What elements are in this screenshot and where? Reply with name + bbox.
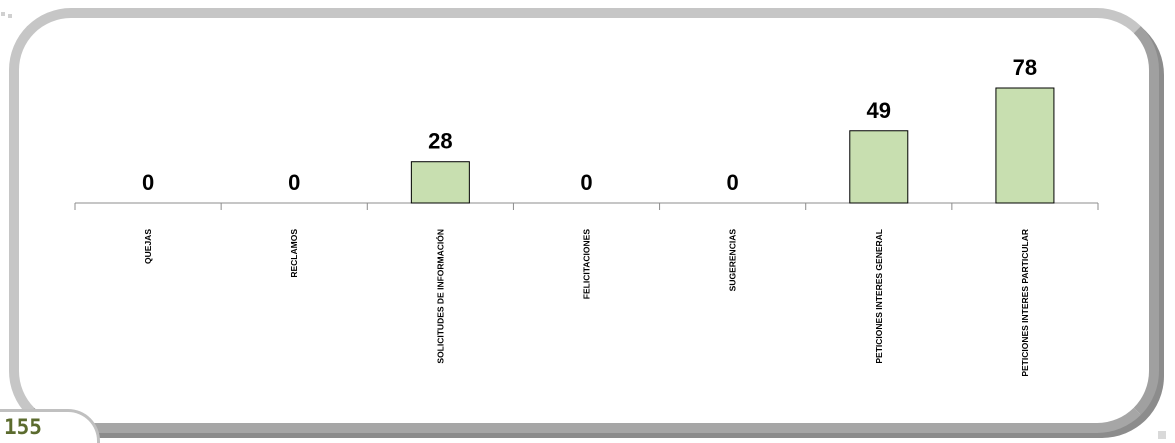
bar bbox=[410, 161, 470, 204]
data-label: 0 bbox=[727, 170, 739, 195]
page-number: 155 bbox=[4, 415, 42, 439]
category-label: QUEJAS bbox=[143, 229, 153, 264]
category-label: PETICIONES INTERES PARTICULAR bbox=[1020, 229, 1030, 377]
corner-dots bbox=[1, 12, 12, 18]
category-label: SUGERENCIAS bbox=[728, 229, 738, 292]
data-label: 0 bbox=[288, 170, 300, 195]
data-label: 0 bbox=[580, 170, 592, 195]
chart-frame bbox=[9, 8, 1159, 433]
bar bbox=[995, 87, 1055, 204]
data-label: 0 bbox=[142, 170, 154, 195]
data-label: 49 bbox=[867, 98, 891, 123]
category-label: FELICITACIONES bbox=[582, 229, 592, 300]
category-label: RECLAMOS bbox=[289, 229, 299, 278]
bar bbox=[849, 130, 909, 204]
data-label: 28 bbox=[428, 129, 452, 154]
data-label: 78 bbox=[1013, 55, 1037, 80]
category-label: SOLICITUDES DE INFORMACIÓN bbox=[434, 229, 445, 364]
category-label: PETICIONES INTERES GENERAL bbox=[874, 229, 884, 364]
corner-mark bbox=[1158, 431, 1166, 439]
